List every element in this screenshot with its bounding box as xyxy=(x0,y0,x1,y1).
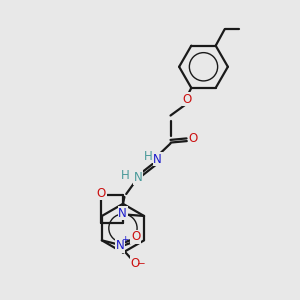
Text: N: N xyxy=(153,153,162,166)
Text: −: − xyxy=(137,260,146,269)
Text: O: O xyxy=(130,257,140,270)
Text: N: N xyxy=(134,171,142,184)
Text: N: N xyxy=(116,239,124,252)
Text: N: N xyxy=(118,206,127,220)
Text: O: O xyxy=(182,93,191,106)
Text: O: O xyxy=(97,187,106,200)
Text: O: O xyxy=(188,132,198,145)
Text: H: H xyxy=(121,169,130,182)
Text: H: H xyxy=(144,150,153,163)
Text: +: + xyxy=(121,235,128,244)
Text: O: O xyxy=(131,230,140,243)
